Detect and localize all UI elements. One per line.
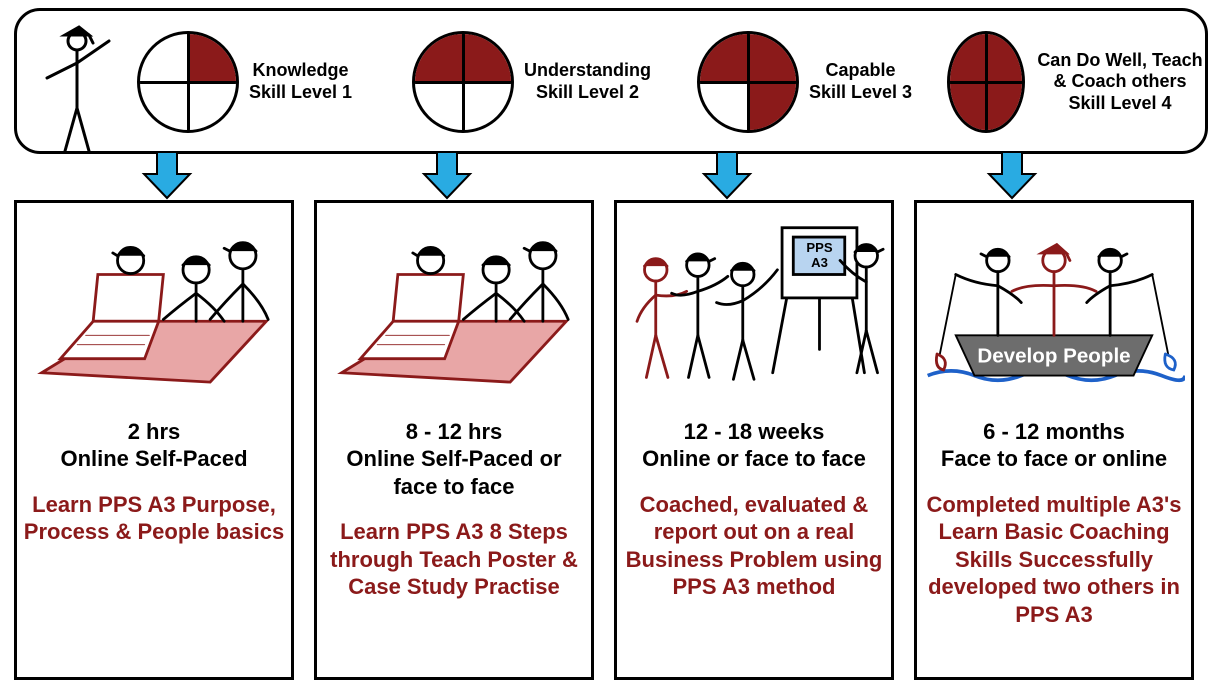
stage-3-illustration-icon: PPSA3: [623, 209, 885, 409]
stage-2-illustration-icon: [323, 209, 585, 409]
stage-2-description: Learn PPS A3 8 Steps through Teach Poste…: [323, 518, 585, 601]
stage-4-illustration-icon: Develop People: [923, 209, 1185, 409]
stage-2-duration: 8 - 12 hrs: [323, 419, 585, 445]
skill-level-2-label: UnderstandingSkill Level 2: [524, 60, 651, 103]
skill-level-3-label: CapableSkill Level 3: [809, 60, 912, 103]
stage-4-mode: Face to face or online: [923, 445, 1185, 473]
down-arrow-1-icon: [140, 150, 194, 200]
skill-level-4-label: Can Do Well, Teach & Coach othersSkill L…: [1035, 50, 1205, 115]
skill-level-3-pie-icon: [697, 31, 799, 133]
skill-level-2: UnderstandingSkill Level 2: [412, 31, 651, 133]
svg-text:PPS: PPS: [806, 240, 832, 255]
stage-3-description: Coached, evaluated & report out on a rea…: [623, 491, 885, 601]
stage-2-mode: Online Self-Paced or face to face: [323, 445, 585, 500]
down-arrow-3-icon: [700, 150, 754, 200]
stage-column-1: 2 hrsOnline Self-Paced Learn PPS A3 Purpo…: [14, 200, 294, 680]
stage-1-description: Learn PPS A3 Purpose, Process & People b…: [23, 491, 285, 546]
skill-level-1: KnowledgeSkill Level 1: [137, 31, 352, 133]
stage-1-illustration-icon: [23, 209, 285, 409]
stage-column-3: PPSA3 12 - 18 weeksOnline or face to face…: [614, 200, 894, 680]
graduate-icon: [37, 23, 117, 153]
svg-text:A3: A3: [811, 255, 828, 270]
down-arrow-4-icon: [985, 150, 1039, 200]
stage-1-duration: 2 hrs: [23, 419, 285, 445]
down-arrow-2-icon: [420, 150, 474, 200]
stage-1-mode: Online Self-Paced: [23, 445, 285, 473]
skill-level-1-label: KnowledgeSkill Level 1: [249, 60, 352, 103]
skill-level-4: Can Do Well, Teach & Coach othersSkill L…: [947, 31, 1205, 133]
stage-3-duration: 12 - 18 weeks: [623, 419, 885, 445]
stage-column-2: 8 - 12 hrsOnline Self-Paced or face to f…: [314, 200, 594, 680]
skill-level-4-pie-icon: [947, 31, 1025, 133]
stage-column-4: Develop People 6 - 12 monthsFace to face …: [914, 200, 1194, 680]
stage-3-mode: Online or face to face: [623, 445, 885, 473]
svg-text:Develop People: Develop People: [977, 344, 1130, 367]
infographic-container: KnowledgeSkill Level 1 UnderstandingSkill…: [0, 0, 1217, 700]
skill-level-3: CapableSkill Level 3: [697, 31, 912, 133]
stage-4-duration: 6 - 12 months: [923, 419, 1185, 445]
stage-4-description: Completed multiple A3's Learn Basic Coac…: [923, 491, 1185, 629]
skill-level-1-pie-icon: [137, 31, 239, 133]
skill-level-2-pie-icon: [412, 31, 514, 133]
skill-levels-header: KnowledgeSkill Level 1 UnderstandingSkill…: [14, 8, 1208, 154]
